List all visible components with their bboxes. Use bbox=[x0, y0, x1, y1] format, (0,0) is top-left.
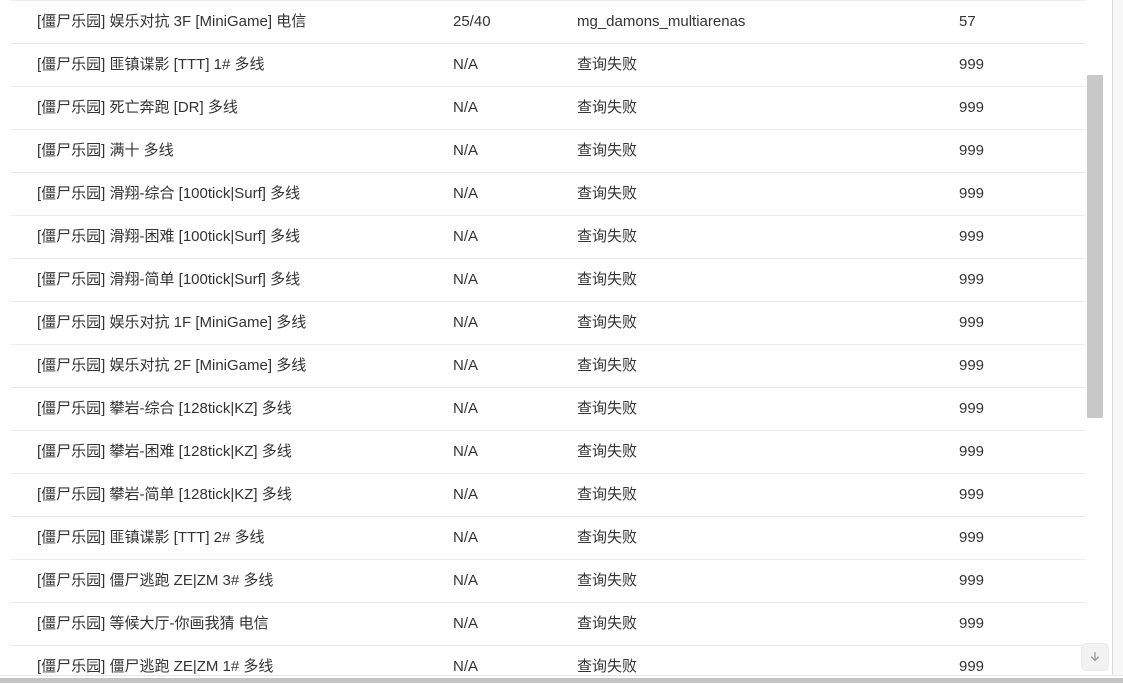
cell-ping: 999 bbox=[937, 516, 1085, 560]
table-row[interactable]: [僵尸乐园] 死亡奔跑 [DR] 多线 N/A 查询失败 999 bbox=[11, 86, 1085, 130]
cell-ping: 999 bbox=[937, 387, 1085, 431]
cell-ping: 999 bbox=[937, 645, 1085, 676]
table-row[interactable]: [僵尸乐园] 娱乐对抗 3F [MiniGame] 电信 25/40 mg_damo… bbox=[11, 0, 1085, 44]
cell-name: [僵尸乐园] 匪镇谍影 [TTT] 1# 多线 bbox=[11, 43, 432, 87]
cell-name: [僵尸乐园] 攀岩-困难 [128tick|KZ] 多线 bbox=[11, 430, 432, 474]
cell-players: N/A bbox=[432, 258, 555, 302]
table-row[interactable]: [僵尸乐园] 僵尸逃跑 ZE|ZM 1# 多线 N/A 查询失败 999 bbox=[11, 645, 1085, 676]
cell-ping: 57 bbox=[937, 0, 1085, 44]
cell-name: [僵尸乐园] 娱乐对抗 2F [MiniGame] 多线 bbox=[11, 344, 432, 388]
cell-players: N/A bbox=[432, 86, 555, 130]
cell-map: 查询失败 bbox=[555, 301, 937, 345]
cell-name: [僵尸乐园] 匪镇谍影 [TTT] 2# 多线 bbox=[11, 516, 432, 560]
cell-ping: 999 bbox=[937, 473, 1085, 517]
cell-map: 查询失败 bbox=[555, 172, 937, 216]
cell-map: 查询失败 bbox=[555, 387, 937, 431]
right-gutter bbox=[1113, 0, 1123, 684]
cell-players: N/A bbox=[432, 473, 555, 517]
cell-map: 查询失败 bbox=[555, 430, 937, 474]
cell-players: N/A bbox=[432, 645, 555, 676]
table-row[interactable]: [僵尸乐园] 娱乐对抗 1F [MiniGame] 多线 N/A 查询失败 999 bbox=[11, 301, 1085, 345]
table-row[interactable]: [僵尸乐园] 攀岩-困难 [128tick|KZ] 多线 N/A 查询失败 999 bbox=[11, 430, 1085, 474]
table-row[interactable]: [僵尸乐园] 攀岩-综合 [128tick|KZ] 多线 N/A 查询失败 999 bbox=[11, 387, 1085, 431]
table-row[interactable]: [僵尸乐园] 等候大厅-你画我猜 电信 N/A 查询失败 999 bbox=[11, 602, 1085, 646]
right-divider bbox=[1112, 0, 1113, 676]
cell-ping: 999 bbox=[937, 301, 1085, 345]
vertical-scrollbar[interactable] bbox=[1086, 0, 1109, 676]
cell-ping: 999 bbox=[937, 430, 1085, 474]
cell-map: 查询失败 bbox=[555, 258, 937, 302]
cell-map: 查询失败 bbox=[555, 344, 937, 388]
cell-name: [僵尸乐园] 娱乐对抗 3F [MiniGame] 电信 bbox=[11, 0, 432, 44]
cell-ping: 999 bbox=[937, 344, 1085, 388]
cell-name: [僵尸乐园] 滑翔-简单 [100tick|Surf] 多线 bbox=[11, 258, 432, 302]
cell-ping: 999 bbox=[937, 86, 1085, 130]
cell-map: 查询失败 bbox=[555, 473, 937, 517]
server-table: [僵尸乐园] 娱乐对抗 3F [MiniGame] 电信 25/40 mg_damo… bbox=[11, 0, 1085, 676]
cell-name: [僵尸乐园] 滑翔-困难 [100tick|Surf] 多线 bbox=[11, 215, 432, 259]
cell-ping: 999 bbox=[937, 129, 1085, 173]
cell-map: mg_damons_multiarenas bbox=[555, 0, 937, 44]
table-row[interactable]: [僵尸乐园] 匪镇谍影 [TTT] 1# 多线 N/A 查询失败 999 bbox=[11, 43, 1085, 87]
table-row[interactable]: [僵尸乐园] 攀岩-简单 [128tick|KZ] 多线 N/A 查询失败 999 bbox=[11, 473, 1085, 517]
arrow-down-icon bbox=[1088, 650, 1102, 664]
cell-ping: 999 bbox=[937, 602, 1085, 646]
horizontal-scrollbar[interactable] bbox=[0, 675, 1123, 684]
cell-ping: 999 bbox=[937, 258, 1085, 302]
cell-players: N/A bbox=[432, 172, 555, 216]
vertical-scrollbar-thumb[interactable] bbox=[1087, 75, 1103, 418]
table-row[interactable]: [僵尸乐园] 满十 多线 N/A 查询失败 999 bbox=[11, 129, 1085, 173]
cell-map: 查询失败 bbox=[555, 86, 937, 130]
cell-name: [僵尸乐园] 僵尸逃跑 ZE|ZM 3# 多线 bbox=[11, 559, 432, 603]
table-row[interactable]: [僵尸乐园] 匪镇谍影 [TTT] 2# 多线 N/A 查询失败 999 bbox=[11, 516, 1085, 560]
cell-players: N/A bbox=[432, 430, 555, 474]
cell-players: 25/40 bbox=[432, 0, 555, 44]
table-row[interactable]: [僵尸乐园] 娱乐对抗 2F [MiniGame] 多线 N/A 查询失败 999 bbox=[11, 344, 1085, 388]
table-row[interactable]: [僵尸乐园] 僵尸逃跑 ZE|ZM 3# 多线 N/A 查询失败 999 bbox=[11, 559, 1085, 603]
cell-name: [僵尸乐园] 滑翔-综合 [100tick|Surf] 多线 bbox=[11, 172, 432, 216]
cell-players: N/A bbox=[432, 516, 555, 560]
cell-players: N/A bbox=[432, 559, 555, 603]
cell-map: 查询失败 bbox=[555, 602, 937, 646]
cell-players: N/A bbox=[432, 215, 555, 259]
cell-map: 查询失败 bbox=[555, 516, 937, 560]
table-row[interactable]: [僵尸乐园] 滑翔-综合 [100tick|Surf] 多线 N/A 查询失败 999 bbox=[11, 172, 1085, 216]
cell-players: N/A bbox=[432, 387, 555, 431]
cell-players: N/A bbox=[432, 301, 555, 345]
server-table-body: [僵尸乐园] 娱乐对抗 3F [MiniGame] 电信 25/40 mg_damo… bbox=[11, 0, 1085, 676]
cell-map: 查询失败 bbox=[555, 129, 937, 173]
cell-map: 查询失败 bbox=[555, 645, 937, 676]
cell-name: [僵尸乐园] 娱乐对抗 1F [MiniGame] 多线 bbox=[11, 301, 432, 345]
cell-name: [僵尸乐园] 死亡奔跑 [DR] 多线 bbox=[11, 86, 432, 130]
horizontal-scrollbar-thumb[interactable] bbox=[0, 678, 1123, 683]
server-list-viewport[interactable]: [僵尸乐园] 娱乐对抗 3F [MiniGame] 电信 25/40 mg_damo… bbox=[0, 0, 1086, 676]
table-row[interactable]: [僵尸乐园] 滑翔-困难 [100tick|Surf] 多线 N/A 查询失败 999 bbox=[11, 215, 1085, 259]
cell-name: [僵尸乐园] 攀岩-简单 [128tick|KZ] 多线 bbox=[11, 473, 432, 517]
cell-players: N/A bbox=[432, 129, 555, 173]
cell-name: [僵尸乐园] 满十 多线 bbox=[11, 129, 432, 173]
cell-name: [僵尸乐园] 僵尸逃跑 ZE|ZM 1# 多线 bbox=[11, 645, 432, 676]
cell-players: N/A bbox=[432, 43, 555, 87]
cell-ping: 999 bbox=[937, 172, 1085, 216]
cell-ping: 999 bbox=[937, 559, 1085, 603]
scroll-to-bottom-button[interactable] bbox=[1081, 643, 1109, 671]
cell-map: 查询失败 bbox=[555, 43, 937, 87]
cell-ping: 999 bbox=[937, 43, 1085, 87]
cell-name: [僵尸乐园] 攀岩-综合 [128tick|KZ] 多线 bbox=[11, 387, 432, 431]
cell-players: N/A bbox=[432, 602, 555, 646]
cell-map: 查询失败 bbox=[555, 215, 937, 259]
cell-ping: 999 bbox=[937, 215, 1085, 259]
cell-players: N/A bbox=[432, 344, 555, 388]
cell-map: 查询失败 bbox=[555, 559, 937, 603]
cell-name: [僵尸乐园] 等候大厅-你画我猜 电信 bbox=[11, 602, 432, 646]
table-row[interactable]: [僵尸乐园] 滑翔-简单 [100tick|Surf] 多线 N/A 查询失败 999 bbox=[11, 258, 1085, 302]
